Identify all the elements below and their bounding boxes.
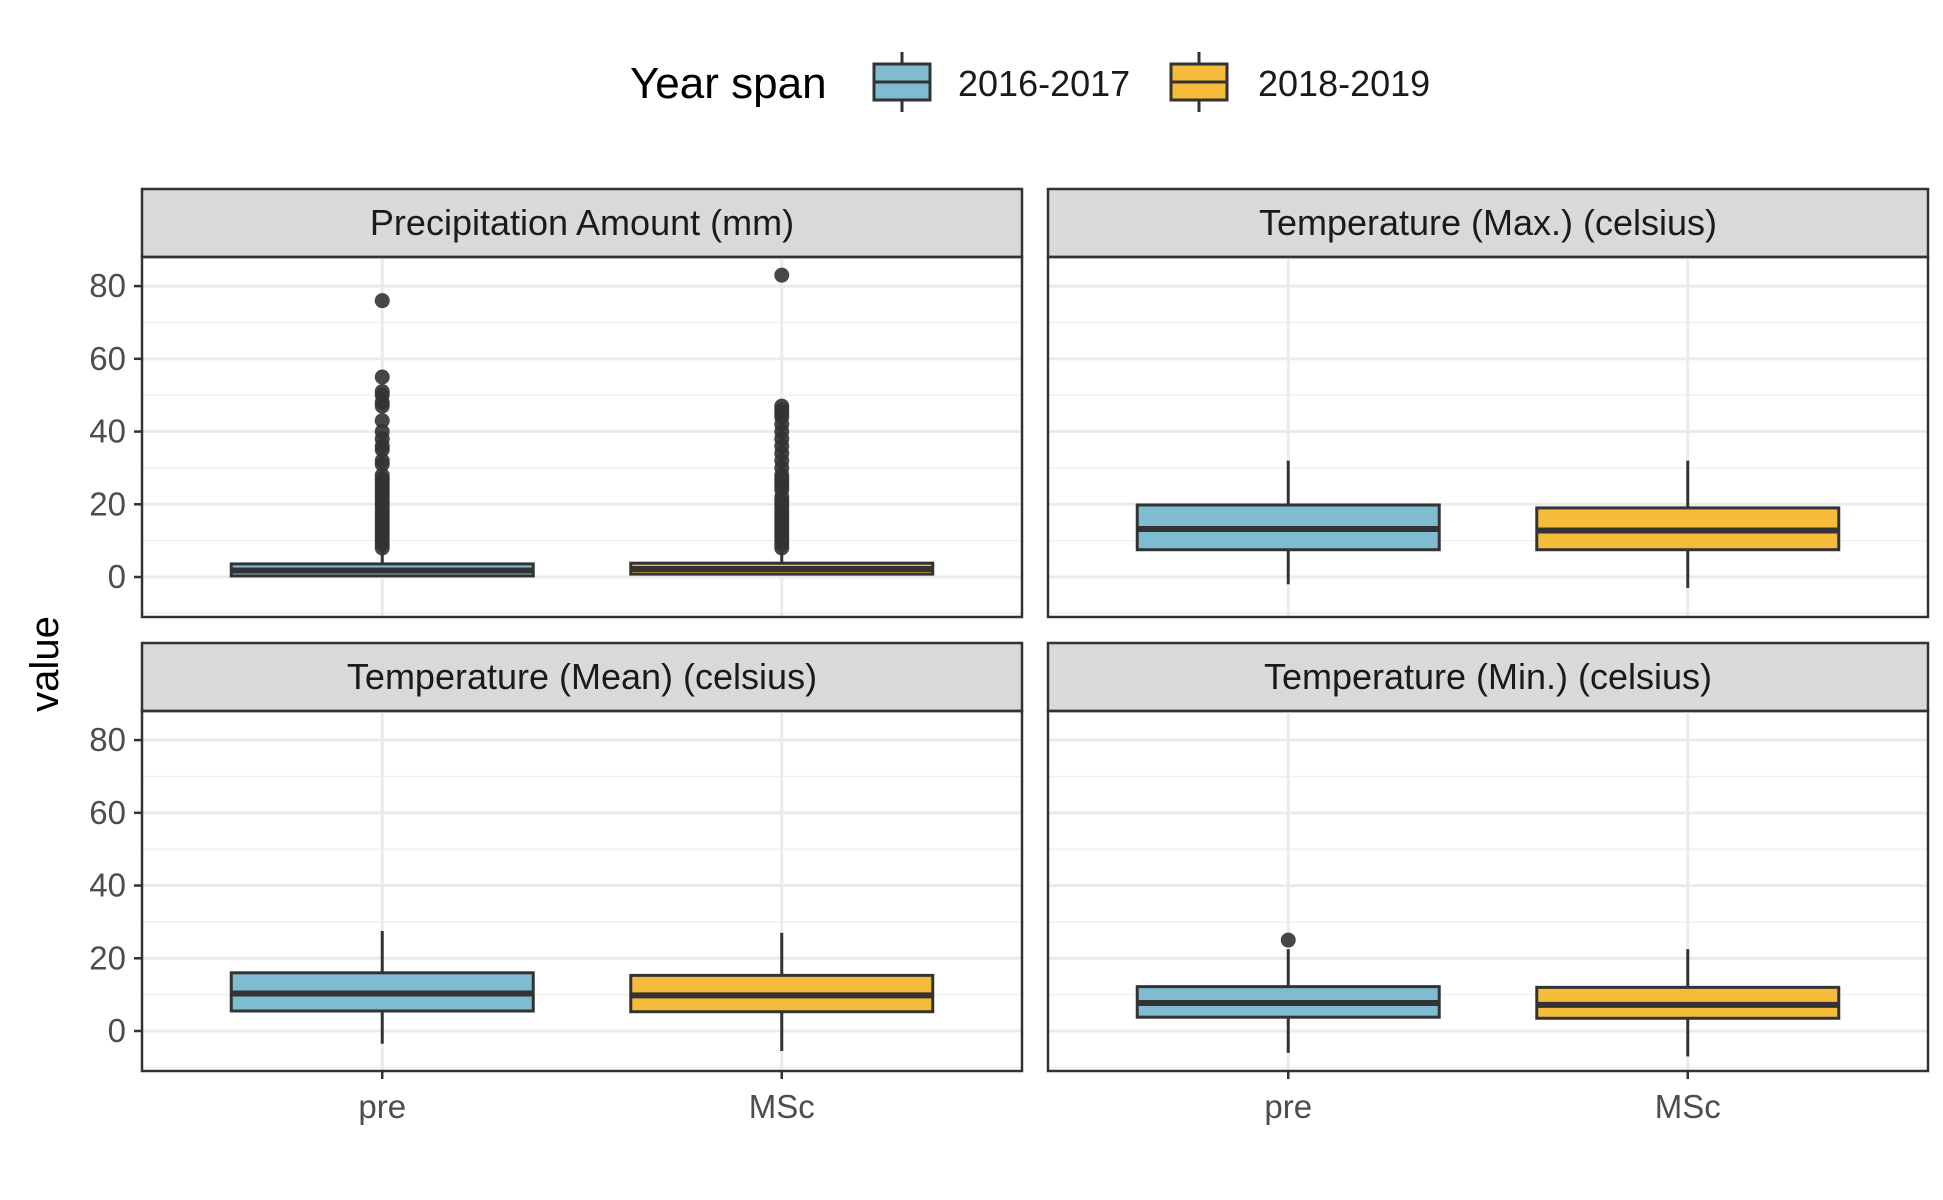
strip-background xyxy=(140,641,1024,713)
legend-label-2018-2019: 2018-2019 xyxy=(1258,63,1430,104)
panel-temperature-max-celsius: Temperature (Max.) (celsius) xyxy=(1046,187,1930,619)
panel-precipitation-amount-mm: Precipitation Amount (mm) 0 20 40 60 80 xyxy=(89,187,1024,619)
y-tick-label: 80 xyxy=(89,721,126,758)
legend-entry-2016-2017: 2016-2017 xyxy=(872,52,1130,112)
panel-temperature-mean-celsius: Temperature (Mean) (celsius) 0 20 40 60 80 pre… xyxy=(89,641,1024,1125)
strip-background xyxy=(1046,641,1930,713)
y-tick-label: 80 xyxy=(89,267,126,304)
panel-border xyxy=(1046,709,1930,1073)
x-tick-label-pre: pre xyxy=(358,1088,406,1125)
x-tick-label-pre: pre xyxy=(1264,1088,1312,1125)
y-tick-label: 20 xyxy=(89,485,126,522)
legend-title: Year span xyxy=(630,59,827,108)
strip-title: Temperature (Mean) (celsius) xyxy=(347,656,817,697)
outlier-point-pre xyxy=(374,413,390,429)
y-tick-label: 40 xyxy=(89,867,126,904)
outlier-point-msc xyxy=(774,540,790,556)
outlier-point-pre xyxy=(1280,932,1296,948)
panel-temperature-min-celsius: Temperature (Min.) (celsius) pre MSc xyxy=(1046,641,1930,1125)
panel-border xyxy=(1046,255,1930,619)
strip-title: Precipitation Amount (mm) xyxy=(370,202,794,243)
outlier-point-pre xyxy=(374,293,390,309)
y-tick-label: 0 xyxy=(108,1012,126,1049)
outlier-point-pre xyxy=(374,456,390,472)
strip-title: Temperature (Min.) (celsius) xyxy=(1264,656,1712,697)
panel-border xyxy=(140,709,1024,1073)
outlier-point-pre xyxy=(374,540,390,556)
x-tick-label-msc: MSc xyxy=(1655,1088,1721,1125)
outlier-point-pre xyxy=(374,398,390,414)
panel-border xyxy=(140,255,1024,619)
x-tick-label-msc: MSc xyxy=(749,1088,815,1125)
outlier-point-pre xyxy=(374,369,390,385)
y-tick-label: 40 xyxy=(89,413,126,450)
y-tick-label: 60 xyxy=(89,340,126,377)
y-tick-label: 60 xyxy=(89,794,126,831)
strip-background xyxy=(140,187,1024,259)
legend-label-2016-2017: 2016-2017 xyxy=(958,63,1130,104)
legend-entry-2018-2019: 2018-2019 xyxy=(1169,52,1430,112)
outlier-point-msc xyxy=(774,267,790,283)
y-tick-label: 20 xyxy=(89,939,126,976)
outlier-point-pre xyxy=(374,442,390,458)
facet-panels: Precipitation Amount (mm)020406080Temper… xyxy=(89,187,1930,1125)
y-axis-title: value xyxy=(23,616,67,712)
strip-title: Temperature (Max.) (celsius) xyxy=(1259,202,1717,243)
y-tick-label: 0 xyxy=(108,558,126,595)
legend: Year span 2016-2017 2018-2019 xyxy=(630,52,1430,112)
